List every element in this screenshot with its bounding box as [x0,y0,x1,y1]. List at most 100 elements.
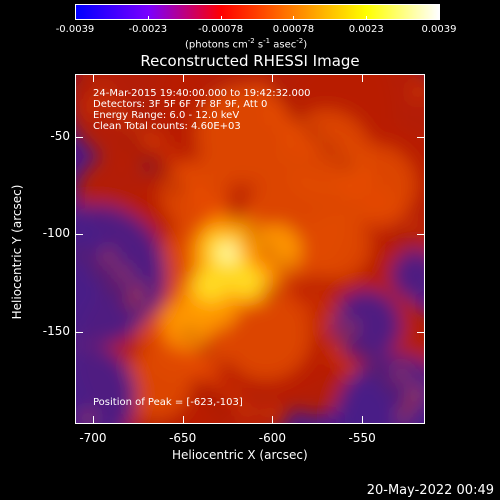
heatmap-blob [412,86,424,98]
colorbar-tick-mark [75,16,76,20]
x-tick-mark-top [182,74,184,82]
heatmap-blob [121,350,191,420]
colorbar-tick-mark [366,16,368,20]
y-tick-mark [75,136,83,138]
heatmap-blob [97,88,109,100]
heatmap-blob [318,320,330,332]
heatmap-blob [335,171,347,183]
heatmap-blob [201,387,213,399]
heatmap-blob [127,120,139,132]
heatmap-blob [226,389,238,401]
heatmap-blob [112,104,124,116]
heatmap-blob [169,180,181,192]
heatmap-blob [410,384,422,396]
heatmap-blob [221,226,233,238]
x-tick-label: -650 [169,431,197,445]
colorbar [75,4,440,20]
colorbar-tick-label: -0.0039 [55,24,95,35]
heatmap-blob [87,102,99,114]
heatmap-blob [236,242,248,254]
heatmap-blob [161,300,211,350]
x-tick-mark [272,416,274,424]
heatmap-blob [385,382,397,394]
colorbar-tick-label: 0.0039 [421,24,457,35]
time-range-annotation: 24-Mar-2015 19:40:00.000 to 19:42:32.000 [93,88,311,99]
y-tick-label: -100 [42,226,70,241]
colorbar-tick-label: -0.00078 [198,24,244,35]
heatmap-blob [397,410,409,422]
x-tick-mark [182,416,184,424]
heatmap-blob [303,304,315,316]
heatmap-blob [338,159,350,171]
heatmap-blob [266,407,278,419]
heatmap-blob [76,345,136,423]
heatmap-blob [228,262,264,298]
heatmap-blob [174,343,186,355]
heatmap-blob [390,205,402,217]
heatmap-blob [343,322,355,334]
chart-title: Reconstructed RHESSI Image [140,52,360,70]
heatmap-blob [221,290,311,380]
heatmap-blob [196,357,208,369]
heatmap-blob [246,228,258,240]
heatmap-blob [216,403,228,415]
heatmap-blob [330,348,342,360]
heatmap-blob [231,212,243,224]
heatmap-blob [328,306,340,318]
x-tick-mark [92,416,94,424]
heatmap-blob [350,187,362,199]
colorbar-tick-mark [439,16,440,20]
heatmap-blob [164,150,176,162]
x-tick-label: -600 [258,431,287,445]
heatmap-blob [139,148,151,160]
heatmap-blob [159,327,171,339]
colorbar-tick-label: 0.0023 [348,24,384,35]
x-tick-mark [362,416,364,424]
heatmap-blob [211,373,223,385]
y-tick-mark-right [417,136,425,138]
heatmap-blob [276,260,288,272]
heatmap-blob [355,350,367,362]
heatmap-blob [323,143,335,155]
heatmap-blob [206,210,218,222]
y-tick-mark [75,234,83,236]
heatmap-blob [144,311,156,323]
x-tick-label: -700 [79,431,107,445]
y-tick-label: -50 [50,128,70,143]
heatmap-blob [129,295,141,307]
heatmap-blob [395,368,407,380]
y-tick-mark-right [417,234,425,236]
heatmap-blob [134,325,146,337]
heatmap-blob [402,233,414,245]
heatmap-blob [76,75,87,86]
heatmap-blob [273,272,285,284]
x-tick-mark-top [92,74,94,82]
heatmap-blob [340,334,352,346]
heatmap-blob [117,267,129,279]
heatmap-blob [107,281,119,293]
heatmap-blob [102,251,114,263]
y-tick-mark-right [417,332,425,334]
peak-annotation: Position of Peak = [-623,-103] [93,397,243,408]
heatmap-blob [345,364,357,376]
heatmap-blob [331,290,401,360]
colorbar-tick-mark [293,16,295,20]
heatmap-blob [308,127,320,139]
x-tick-label: -550 [348,431,376,445]
heatmap-blob [405,221,417,233]
x-axis-label: Heliocentric X (arcsec) [172,448,308,462]
heatmap-blob [407,396,419,408]
colorbar-tick-label: 0.00078 [272,24,315,35]
x-tick-mark-top [362,74,364,82]
colorbar-tick-label: -0.0023 [128,24,168,35]
colorbar-units: (photons cm-2 s-1 asec-2) [185,37,308,51]
heatmap-blob [76,75,206,165]
heatmap-blob [124,132,136,144]
heatmap-blob [258,256,270,268]
heatmap-blob [209,198,221,210]
heatmap-blob [77,249,89,261]
heatmap-blob [278,95,290,107]
heatmap-blob [360,173,372,185]
heatmap-blob [298,141,310,153]
heatmap-blob [82,412,94,423]
